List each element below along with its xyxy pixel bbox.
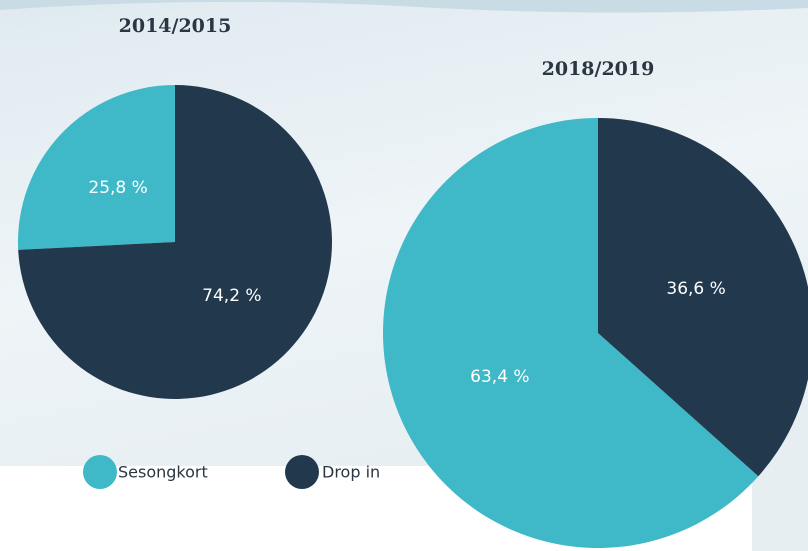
data-label: 36,6 % xyxy=(666,279,725,299)
data-label: 63,4 % xyxy=(470,367,529,387)
legend-label: Sesongkort xyxy=(118,463,208,482)
pie-slice xyxy=(18,85,332,399)
legend-swatch xyxy=(285,455,319,489)
pie-slice xyxy=(18,85,175,250)
pie-slice xyxy=(383,118,759,548)
chart-title: 2018/2019 xyxy=(542,58,655,80)
data-label: 74,2 % xyxy=(202,286,261,306)
pie-slice xyxy=(598,118,808,477)
legend-label: Drop in xyxy=(322,463,380,482)
snow-edge xyxy=(0,0,808,13)
chart-title: 2014/2015 xyxy=(119,15,232,37)
pies: 25,8 % 74,2 % 63,4 % 36,6 % xyxy=(18,85,808,548)
data-label: 25,8 % xyxy=(88,178,147,198)
legend-swatch xyxy=(83,455,117,489)
